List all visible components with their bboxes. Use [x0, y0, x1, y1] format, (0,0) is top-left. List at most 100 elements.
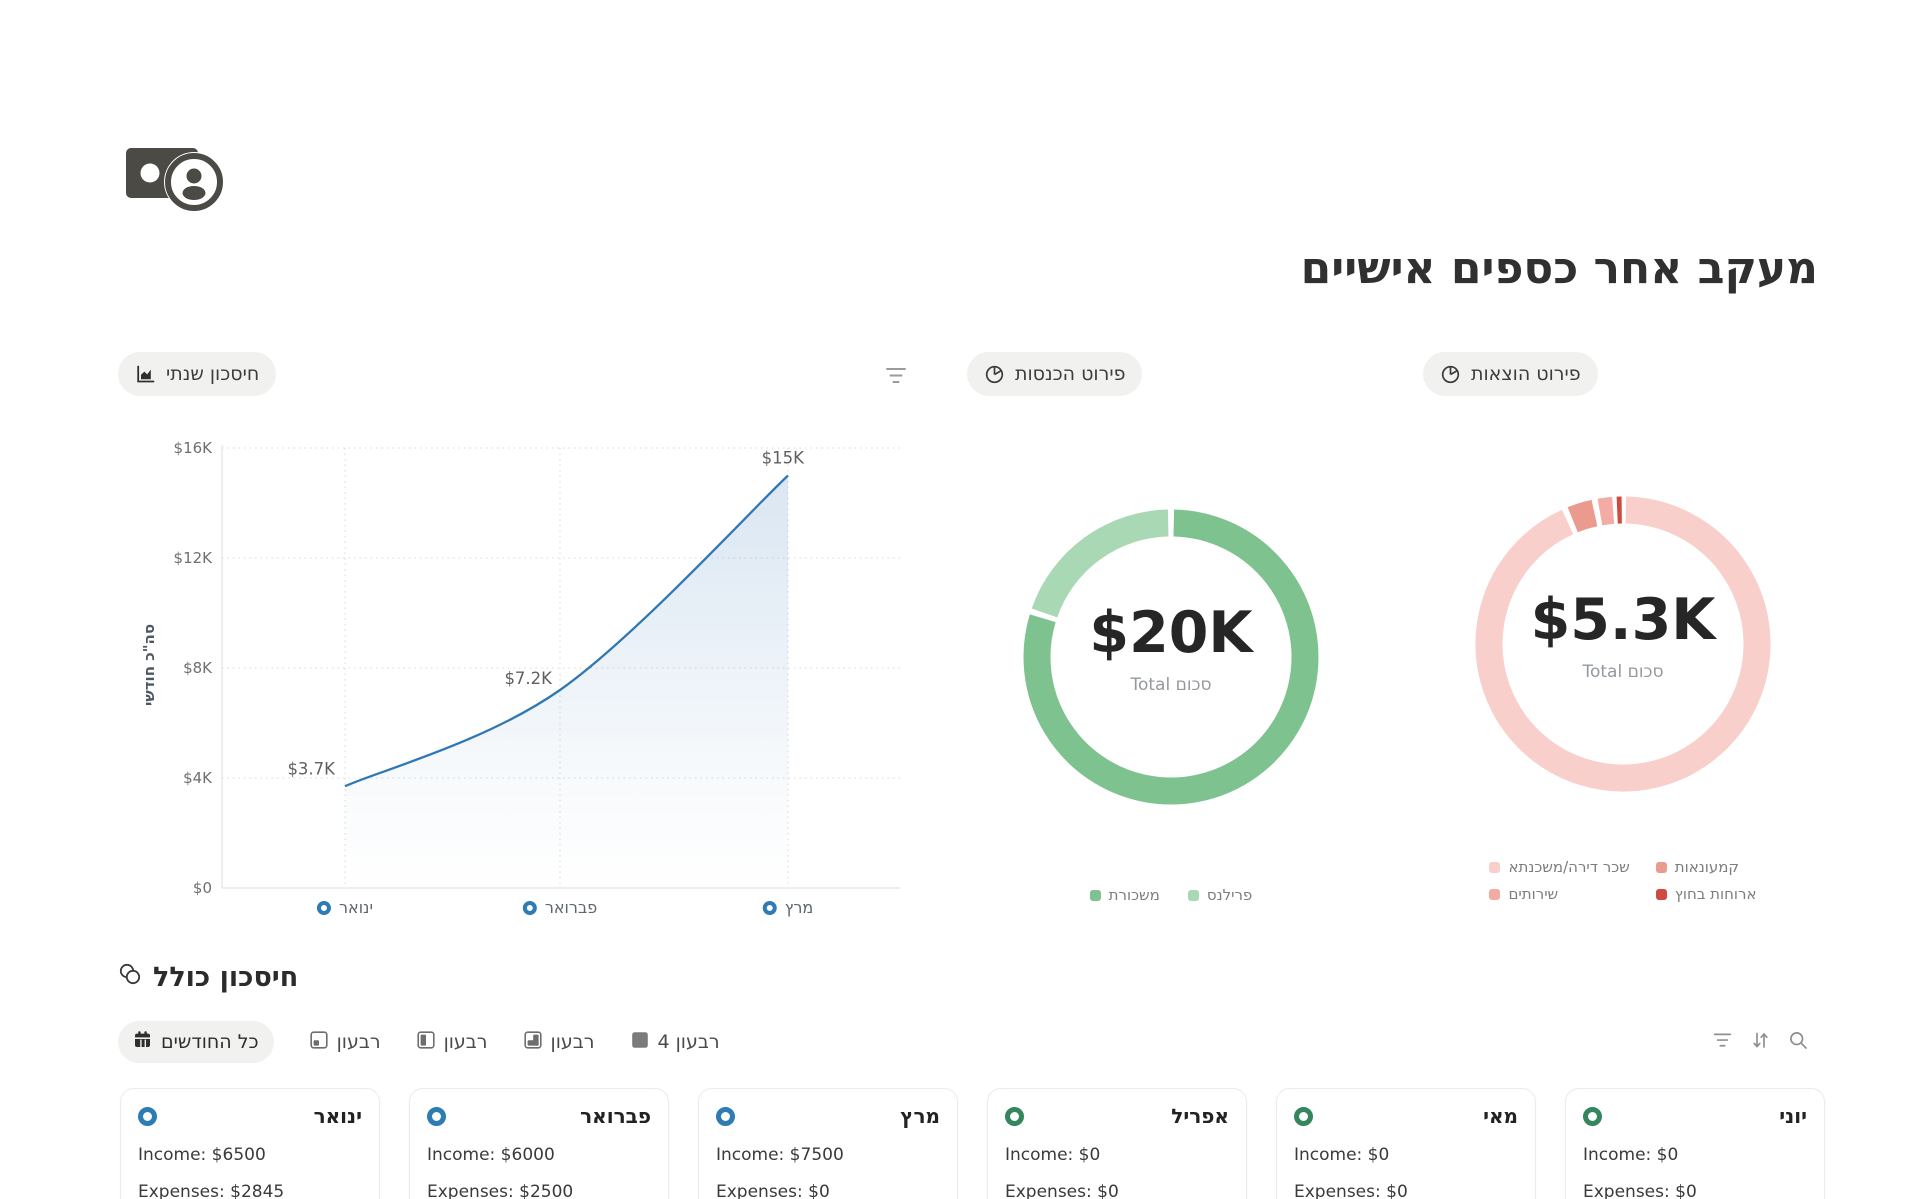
series-line	[344, 474, 789, 788]
legend-swatch	[1089, 889, 1101, 901]
legend-item[interactable]: פרילנס	[1187, 886, 1252, 904]
legend-item[interactable]: ארוחות בחוץ	[1655, 885, 1757, 903]
filter-lines-icon[interactable]	[884, 364, 908, 388]
tab-all-months[interactable]: כל החודשים	[118, 1021, 274, 1063]
income-breakdown-label: פירוט הכנסות	[1015, 363, 1126, 385]
tab-quarter-4[interactable]: רבעון 4	[631, 1031, 720, 1054]
month-card-march[interactable]: מרץ Income: $7500 Expenses: $0	[698, 1088, 958, 1199]
month-label: פברואר	[544, 898, 598, 917]
month-ring-icon	[427, 1106, 446, 1126]
card-month: אפריל	[1171, 1104, 1229, 1128]
card-month: מרץ	[900, 1104, 940, 1128]
month-ring-icon	[1583, 1106, 1602, 1126]
income-breakdown-badge[interactable]: פירוט הכנסות	[967, 352, 1143, 396]
x-axis-label: מרץ	[762, 898, 814, 917]
expense-donut-ring	[1475, 496, 1771, 792]
sort-arrows-icon[interactable]	[1750, 1030, 1771, 1051]
month-card-april[interactable]: אפריל Income: $0 Expenses: $0	[987, 1088, 1247, 1199]
income-total-value: $20K	[1089, 600, 1253, 666]
filter-lines-icon[interactable]	[1712, 1030, 1733, 1051]
legend-item[interactable]: משכורת	[1089, 886, 1160, 904]
legend-item[interactable]: קמעונאות	[1655, 858, 1757, 876]
month-marker-icon	[762, 900, 777, 915]
coins-icon	[118, 962, 142, 993]
page-title: מעקב אחר כספים אישיים	[1300, 243, 1818, 294]
income-donut-ring	[1023, 509, 1319, 805]
legend-item[interactable]: שירותים	[1489, 885, 1629, 903]
tab-label: רבעון	[336, 1031, 381, 1053]
months-tabbar: כל החודשים רבעון רבעון	[118, 1021, 720, 1063]
card-income: Income: $6000	[427, 1145, 555, 1165]
cards-toolbar	[1712, 1030, 1809, 1051]
card-expenses: Expenses: $0	[1294, 1182, 1408, 1199]
pie-chart-icon	[984, 364, 1005, 385]
card-income: Income: $7500	[716, 1145, 844, 1165]
card-expenses: Expenses: $0	[716, 1182, 830, 1199]
legend-label: ארוחות בחוץ	[1674, 885, 1757, 903]
svg-text:$16K: $16K	[174, 440, 214, 457]
expense-breakdown-badge[interactable]: פירוט הוצאות	[1423, 352, 1598, 396]
donut-slice[interactable]	[1567, 499, 1598, 533]
legend-item[interactable]: שכר דירה/משכנתא	[1489, 858, 1630, 876]
income-legend: משכורת פרילנס	[1021, 886, 1321, 904]
month-label: מרץ	[784, 898, 814, 917]
point-label: $3.7K	[287, 759, 336, 778]
donut-slice[interactable]	[1597, 496, 1615, 526]
card-expenses: Expenses: $2845	[138, 1182, 285, 1199]
legend-swatch	[1655, 861, 1667, 873]
legend-label: שירותים	[1508, 885, 1559, 903]
income-donut-chart: $20K סכום Total	[1021, 507, 1321, 807]
month-card-june[interactable]: יוני Income: $0 Expenses: $0	[1565, 1088, 1825, 1199]
legend-label: משכורת	[1108, 886, 1160, 904]
svg-text:$4K: $4K	[183, 769, 213, 787]
card-month: פברואר	[580, 1104, 651, 1128]
tab-label: רבעון	[550, 1031, 595, 1053]
legend-label: שכר דירה/משכנתא	[1508, 858, 1630, 876]
month-ring-icon	[716, 1106, 735, 1126]
svg-text:$12K: $12K	[174, 549, 214, 567]
expense-legend: שכר דירה/משכנתא קמעונאות שירותים ארוחות בחו…	[1446, 858, 1800, 903]
series-area	[345, 475, 788, 888]
x-axis-label: פברואר	[522, 898, 598, 917]
card-month: ינואר	[313, 1104, 362, 1128]
tab-label: רבעון 4	[657, 1031, 720, 1053]
card-income: Income: $6500	[138, 1145, 266, 1165]
donut-slice[interactable]	[1023, 509, 1319, 805]
donut-slice[interactable]	[1031, 509, 1169, 618]
area-chart-icon	[135, 364, 156, 385]
month-card-february[interactable]: פברואר Income: $6000 Expenses: $2500	[409, 1088, 669, 1199]
quarter-1-icon	[309, 1030, 328, 1054]
donut-slice[interactable]	[1475, 496, 1771, 792]
calendar-icon	[133, 1030, 152, 1054]
quarter-4-icon	[631, 1031, 649, 1054]
expense-donut-chart: $5.3K סכום Total	[1473, 494, 1773, 794]
month-cards: ינואר Income: $6500 Expenses: $2845 פברו…	[120, 1088, 1825, 1199]
point-label: $7.2K	[504, 669, 553, 688]
month-ring-icon	[1005, 1106, 1024, 1126]
legend-swatch	[1489, 888, 1501, 900]
tab-quarter-1[interactable]: רבעון	[309, 1030, 381, 1054]
total-savings-label: חיסכון כולל	[153, 962, 299, 993]
expense-breakdown-label: פירוט הוצאות	[1471, 363, 1581, 385]
month-card-january[interactable]: ינואר Income: $6500 Expenses: $2845	[120, 1088, 380, 1199]
banknote-person-icon	[124, 148, 228, 216]
annual-savings-chart: $0 $4K $8K $12K $16K $3.7K $7.2K $15K	[174, 440, 900, 897]
tab-quarter-3[interactable]: רבעון	[523, 1030, 595, 1054]
search-icon[interactable]	[1788, 1030, 1809, 1051]
card-expenses: Expenses: $0	[1005, 1182, 1119, 1199]
tab-quarter-2[interactable]: רבעון	[416, 1030, 488, 1054]
month-label: ינואר	[338, 898, 374, 917]
y-axis-title: סה"כ חודשי	[140, 623, 158, 707]
svg-text:$8K: $8K	[183, 659, 213, 677]
month-ring-icon	[138, 1106, 157, 1126]
expense-total-value: $5.3K	[1530, 587, 1716, 653]
quarter-2-icon	[416, 1030, 435, 1054]
card-month: מאי	[1483, 1104, 1518, 1128]
month-card-may[interactable]: מאי Income: $0 Expenses: $0	[1276, 1088, 1536, 1199]
tab-label: כל החודשים	[161, 1031, 259, 1053]
tab-label: רבעון	[443, 1031, 488, 1053]
annual-savings-badge[interactable]: חיסכון שנתי	[118, 352, 277, 396]
month-ring-icon	[1294, 1106, 1313, 1126]
card-month: יוני	[1779, 1104, 1807, 1128]
